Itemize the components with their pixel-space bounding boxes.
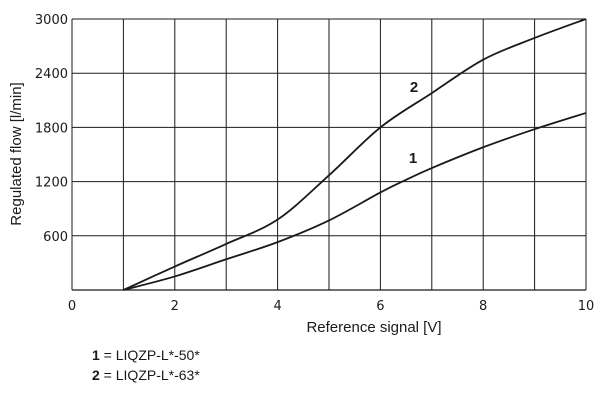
legend: 1 = LIQZP-L*-50* 2 = LIQZP-L*-63* <box>92 345 200 385</box>
legend-text: = LIQZP-L*-50* <box>99 347 200 363</box>
series-line-1 <box>123 112 587 291</box>
series-line-2 <box>123 18 587 291</box>
y-tick-label: 2400 <box>35 67 68 82</box>
flow-chart: 0 2 4 6 8 10 600 1200 1800 2400 3000 Reference sig… <box>8 13 594 336</box>
y-tick-label: 1200 <box>35 176 68 191</box>
x-tick-label: 2 <box>171 299 179 314</box>
y-tick-label: 3000 <box>35 13 68 28</box>
x-tick-label: 0 <box>68 299 76 314</box>
y-tick-label: 1800 <box>35 121 68 136</box>
legend-number: 2 <box>92 367 100 383</box>
x-axis-label: Reference signal [V] <box>306 319 441 336</box>
x-tick-label: 6 <box>376 299 384 314</box>
legend-item-1: 1 = LIQZP-L*-50* <box>92 345 200 365</box>
x-tick-label: 8 <box>479 299 487 314</box>
legend-text: = LIQZP-L*-63* <box>99 367 200 383</box>
legend-item-2: 2 = LIQZP-L*-63* <box>92 365 200 385</box>
tick-labels: 0 2 4 6 8 10 600 1200 1800 2400 3000 <box>35 13 594 314</box>
curve-label-2: 2 <box>410 79 418 96</box>
y-axis-label: Regulated flow [l/min] <box>8 82 25 225</box>
x-tick-label: 4 <box>273 299 281 314</box>
legend-number: 1 <box>92 347 100 363</box>
grid <box>71 18 587 291</box>
y-tick-label: 600 <box>43 230 68 245</box>
curve-label-1: 1 <box>409 150 417 167</box>
x-tick-label: 10 <box>578 299 595 314</box>
series-group <box>123 18 587 291</box>
